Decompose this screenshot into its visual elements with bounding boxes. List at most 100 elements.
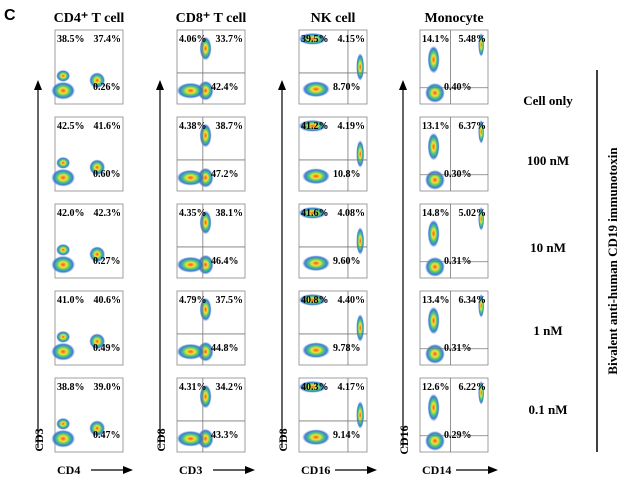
- cell-population: [176, 343, 205, 360]
- cell-population: [56, 330, 71, 343]
- cell-population: [478, 32, 485, 57]
- cell-population: [424, 343, 445, 364]
- cell-population: [478, 380, 485, 405]
- cell-population: [51, 168, 76, 187]
- quadrant-value: 42.4%: [211, 82, 239, 93]
- cell-population: [56, 243, 71, 256]
- cell-population: [427, 393, 440, 422]
- x-axis-label: CD4: [57, 463, 80, 477]
- quadrant-value: 4.38%: [179, 121, 207, 132]
- cell-population: [298, 293, 327, 306]
- quadrant-value: 0.40%: [444, 82, 472, 93]
- condition-label: 10 nM: [530, 240, 566, 255]
- cell-population: [56, 417, 71, 430]
- cell-population: [176, 256, 205, 273]
- cell-population: [89, 333, 106, 350]
- cell-population: [302, 429, 330, 446]
- cell-population: [356, 314, 365, 342]
- quadrant-value: 34.2%: [216, 382, 244, 393]
- cell-population: [197, 80, 214, 101]
- quadrant-value: 38.5%: [57, 34, 85, 45]
- quadrant-value: 14.8%: [422, 208, 450, 219]
- cell-population: [89, 246, 106, 263]
- quadrant-value: 0.49%: [93, 343, 121, 354]
- quadrant-value: 41.2%: [301, 121, 329, 132]
- x-axis-label: CD3: [179, 463, 202, 477]
- arrow-head: [488, 466, 498, 474]
- quadrant-value: 0.26%: [93, 82, 121, 93]
- quadrant-value: 42.0%: [57, 208, 85, 219]
- cell-population: [424, 82, 445, 103]
- x-axis-label: CD14: [422, 463, 451, 477]
- quadrant-value: 12.6%: [422, 382, 450, 393]
- cell-population: [51, 342, 76, 361]
- quadrant-value: 0.29%: [444, 430, 472, 441]
- quadrant-value: 4.19%: [338, 121, 366, 132]
- column-title: Monocyte: [424, 11, 483, 26]
- quadrant-value: 41.6%: [94, 121, 122, 132]
- cell-population: [89, 159, 106, 176]
- quadrant-value: 38.7%: [216, 121, 244, 132]
- arrow-head: [367, 466, 377, 474]
- cell-population: [478, 119, 485, 144]
- y-axis-label: CD3: [32, 428, 46, 451]
- quadrant-value: 4.79%: [179, 295, 207, 306]
- quadrant-value: 41.6%: [301, 208, 329, 219]
- arrow-head: [245, 466, 255, 474]
- cell-population: [424, 256, 445, 277]
- quadrant-value: 37.5%: [216, 295, 244, 306]
- cell-population: [176, 169, 205, 186]
- quadrant-value: 39.5%: [301, 34, 329, 45]
- quadrant-value: 42.3%: [94, 208, 122, 219]
- cell-population: [356, 227, 365, 255]
- quadrant-value: 9.78%: [333, 343, 361, 354]
- cell-population: [356, 53, 365, 81]
- quadrant-value: 4.15%: [338, 34, 366, 45]
- cell-population: [298, 206, 327, 219]
- quadrant-value: 0.31%: [444, 256, 472, 267]
- cell-population: [176, 430, 205, 447]
- quadrant-value: 33.7%: [216, 34, 244, 45]
- cell-population: [89, 72, 106, 89]
- column-title: CD4⁺ T cell: [54, 11, 125, 26]
- quadrant-value: 47.2%: [211, 169, 239, 180]
- cell-population: [197, 428, 214, 449]
- quadrant-value: 4.35%: [179, 208, 207, 219]
- quadrant-value: 0.60%: [93, 169, 121, 180]
- cell-population: [302, 81, 330, 98]
- cell-population: [302, 342, 330, 359]
- cell-population: [56, 69, 71, 82]
- y-axis-label: CD8: [276, 428, 290, 451]
- quadrant-value: 4.17%: [338, 382, 366, 393]
- cell-population: [356, 140, 365, 168]
- arrow-head: [123, 466, 133, 474]
- cell-population: [427, 219, 440, 248]
- quadrant-value: 44.8%: [211, 343, 239, 354]
- cell-population: [298, 119, 327, 132]
- cell-population: [176, 82, 205, 99]
- quadrant-value: 6.34%: [459, 295, 487, 306]
- cell-population: [51, 81, 76, 100]
- cell-population: [302, 255, 330, 272]
- arrow-head: [34, 80, 42, 90]
- quadrant-value: 37.4%: [94, 34, 122, 45]
- quadrant-value: 40.3%: [301, 382, 329, 393]
- y-axis-label: CD16: [397, 425, 411, 454]
- quadrant-value: 39.0%: [94, 382, 122, 393]
- quadrant-value: 8.70%: [333, 82, 361, 93]
- side-label: Bivalent anti-human CD19 immunotoxin: [605, 147, 620, 375]
- quadrant-value: 0.31%: [444, 343, 472, 354]
- quadrant-value: 6.37%: [459, 121, 487, 132]
- cell-population: [298, 380, 327, 393]
- quadrant-value: 9.60%: [333, 256, 361, 267]
- cell-population: [51, 255, 76, 274]
- quadrant-value: 4.08%: [338, 208, 366, 219]
- quadrant-value: 0.47%: [93, 430, 121, 441]
- quadrant-value: 13.4%: [422, 295, 450, 306]
- panel-label: C: [4, 7, 16, 24]
- cell-population: [298, 32, 327, 45]
- quadrant-value: 4.31%: [179, 382, 207, 393]
- arrow-head: [399, 80, 407, 90]
- cell-population: [197, 254, 214, 275]
